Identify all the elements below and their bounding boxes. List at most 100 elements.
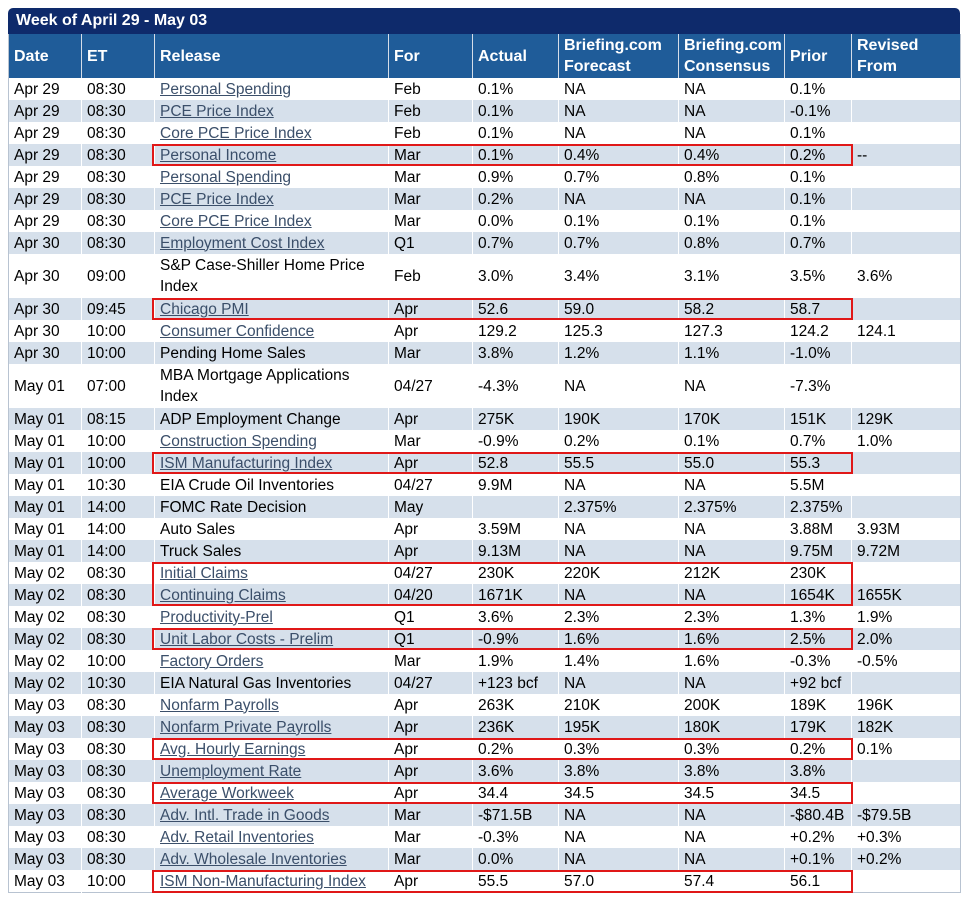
table-row: May 03 08:30 Adv. Retail Inventories Mar -0.… (8, 826, 961, 848)
release-cell: ISM Manufacturing Index (154, 452, 389, 474)
time-cell: 08:30 (81, 584, 155, 606)
release-link[interactable]: Unemployment Rate (160, 762, 302, 780)
release-cell: PCE Price Index (154, 100, 389, 122)
period-cell: Feb (388, 100, 473, 122)
release-link[interactable]: Personal Income (160, 146, 277, 164)
consensus-cell: NA (678, 78, 785, 100)
release-cell: Truck Sales (154, 540, 389, 562)
time-cell: 08:30 (81, 100, 155, 122)
period-cell: Mar (388, 188, 473, 210)
table-row: Apr 30 10:00 Consumer Confidence Apr 129.2 12… (8, 320, 961, 342)
revised-cell (851, 232, 961, 254)
release-link[interactable]: Avg. Hourly Earnings (160, 740, 306, 758)
period-cell: 04/27 (388, 364, 473, 408)
revised-cell: 182K (851, 716, 961, 738)
release-cell: Construction Spending (154, 430, 389, 452)
consensus-cell: 2.3% (678, 606, 785, 628)
period-cell: 04/27 (388, 474, 473, 496)
release-link[interactable]: Core PCE Price Index (160, 212, 312, 230)
time-cell: 08:30 (81, 848, 155, 870)
table-row: May 01 10:00 Construction Spending Mar -0.9%… (8, 430, 961, 452)
table-row: May 01 08:15 ADP Employment Change Apr 275K 1… (8, 408, 961, 430)
revised-cell: 2.0% (851, 628, 961, 650)
release-link[interactable]: Core PCE Price Index (160, 124, 312, 142)
forecast-cell: 190K (558, 408, 679, 430)
forecast-cell: NA (558, 78, 679, 100)
date-cell: Apr 30 (8, 320, 82, 342)
period-cell: Apr (388, 716, 473, 738)
table-row: May 01 14:00 Auto Sales Apr 3.59M NA NA 3.88M 3.… (8, 518, 961, 540)
period-cell: Apr (388, 518, 473, 540)
release-link[interactable]: Nonfarm Private Payrolls (160, 718, 332, 736)
revised-cell (851, 166, 961, 188)
release-link[interactable]: Continuing Claims (160, 586, 286, 604)
release-link[interactable]: Nonfarm Payrolls (160, 696, 279, 714)
release-link[interactable]: Personal Spending (160, 168, 291, 186)
time-cell: 10:30 (81, 672, 155, 694)
release-cell: Core PCE Price Index (154, 210, 389, 232)
release-link[interactable]: Adv. Wholesale Inventories (160, 850, 347, 868)
table-row: May 03 08:30 Nonfarm Payrolls Apr 263K 210K 20… (8, 694, 961, 716)
release-label: Pending Home Sales (160, 344, 306, 362)
release-link[interactable]: ISM Non-Manufacturing Index (160, 872, 366, 890)
release-link[interactable]: PCE Price Index (160, 102, 274, 120)
time-cell: 10:00 (81, 870, 155, 893)
time-cell: 08:30 (81, 166, 155, 188)
release-cell: ADP Employment Change (154, 408, 389, 430)
forecast-cell: NA (558, 474, 679, 496)
revised-cell (851, 474, 961, 496)
table-row: Apr 30 09:00 S&P Case-Shiller Home Price I… (8, 254, 961, 298)
prior-cell: 3.5% (784, 254, 852, 298)
release-link[interactable]: Factory Orders (160, 652, 264, 670)
forecast-cell: 57.0 (558, 870, 679, 893)
time-cell: 08:30 (81, 188, 155, 210)
period-cell: Mar (388, 166, 473, 188)
release-link[interactable]: PCE Price Index (160, 190, 274, 208)
release-label: Truck Sales (160, 542, 242, 560)
release-link[interactable]: Initial Claims (160, 564, 248, 582)
date-cell: May 03 (8, 848, 82, 870)
table-row: May 01 10:30 EIA Crude Oil Inventories 04/2… (8, 474, 961, 496)
release-link[interactable]: Adv. Intl. Trade in Goods (160, 806, 330, 824)
release-link[interactable]: Consumer Confidence (160, 322, 315, 340)
consensus-cell: 3.8% (678, 760, 785, 782)
release-link[interactable]: Productivity-Prel (160, 608, 273, 626)
release-link[interactable]: Adv. Retail Inventories (160, 828, 314, 846)
date-cell: Apr 29 (8, 166, 82, 188)
release-link[interactable]: Chicago PMI (160, 300, 249, 318)
release-cell: Employment Cost Index (154, 232, 389, 254)
consensus-cell: 55.0 (678, 452, 785, 474)
release-cell: S&P Case-Shiller Home Price Index (154, 254, 389, 298)
prior-cell: 0.1% (784, 188, 852, 210)
period-cell: Mar (388, 650, 473, 672)
time-cell: 14:00 (81, 540, 155, 562)
release-label: S&P Case-Shiller Home Price Index (160, 257, 365, 295)
revised-cell (851, 78, 961, 100)
revised-cell: 196K (851, 694, 961, 716)
release-link[interactable]: Personal Spending (160, 80, 291, 98)
release-link[interactable]: Construction Spending (160, 432, 317, 450)
date-cell: May 02 (8, 562, 82, 584)
date-cell: Apr 29 (8, 210, 82, 232)
date-cell: May 03 (8, 782, 82, 804)
release-link[interactable]: ISM Manufacturing Index (160, 454, 333, 472)
consensus-cell: NA (678, 848, 785, 870)
date-cell: May 01 (8, 496, 82, 518)
time-cell: 10:00 (81, 452, 155, 474)
release-link[interactable]: Unit Labor Costs - Prelim (160, 630, 334, 648)
release-label: Auto Sales (160, 520, 235, 538)
prior-cell: +0.1% (784, 848, 852, 870)
release-link[interactable]: Employment Cost Index (160, 234, 325, 252)
revised-cell (851, 210, 961, 232)
period-cell: Apr (388, 870, 473, 893)
forecast-cell: 220K (558, 562, 679, 584)
consensus-cell: NA (678, 584, 785, 606)
forecast-cell: NA (558, 122, 679, 144)
time-cell: 08:30 (81, 738, 155, 760)
time-cell: 08:30 (81, 782, 155, 804)
date-cell: May 02 (8, 606, 82, 628)
forecast-cell: NA (558, 100, 679, 122)
time-cell: 08:30 (81, 716, 155, 738)
release-link[interactable]: Average Workweek (160, 784, 294, 802)
date-cell: Apr 30 (8, 298, 82, 320)
